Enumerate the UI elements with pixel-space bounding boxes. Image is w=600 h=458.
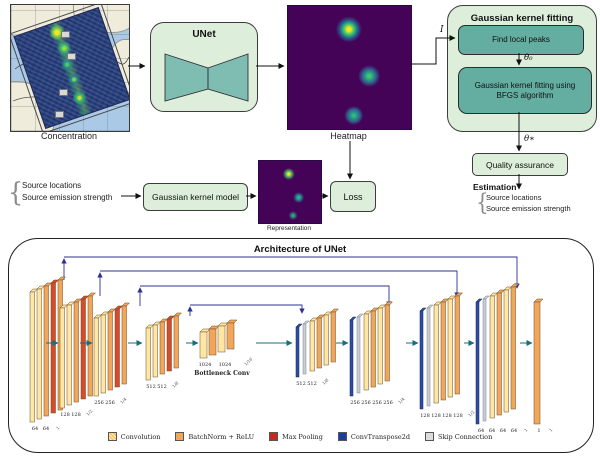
input-symbol: I <box>440 25 444 35</box>
inputs-brace: { <box>8 176 24 208</box>
architecture-title: Architecture of UNet <box>253 244 347 255</box>
legend-label: Skip Connection <box>438 432 493 441</box>
map-marker-tag <box>55 111 64 118</box>
gaussian-kernel-model-box: Gaussian kernel model <box>143 183 248 211</box>
legend-swatch-icon <box>175 432 185 441</box>
legend-label: Max Pooling <box>282 432 323 441</box>
legend-swatch-icon <box>425 432 435 441</box>
theta-star-symbol: θ∗ <box>524 134 535 144</box>
legend-item: Max Pooling <box>269 432 323 441</box>
legend-item: BatchNorm + ReLU <box>175 432 254 441</box>
map-marker-tag <box>67 53 76 60</box>
legend-label: BatchNorm + ReLU <box>188 432 255 441</box>
legend-item: Convolution <box>107 432 161 441</box>
map-marker-tag <box>59 89 68 96</box>
legend-label: ConvTranspose2d <box>350 432 411 441</box>
loss-label: Loss <box>343 191 363 202</box>
bfgs-fitting-step: Gaussian kernel fitting using BFGS algori… <box>458 67 592 114</box>
map-marker-tag <box>61 31 70 38</box>
architecture-legend: Convolution BatchNorm + ReLU Max Pooling Co… <box>8 432 592 441</box>
legend-swatch-icon <box>269 432 279 441</box>
legend-item: Skip Connection <box>425 432 492 441</box>
representation-label: Representation <box>266 225 312 232</box>
input-item-locations: Source locations <box>22 181 82 190</box>
heatmap-label: Heatmap <box>330 131 367 141</box>
loss-box: Loss <box>330 181 376 212</box>
input-item-strength: Source emission strength <box>22 193 113 202</box>
estimation-item-locations: Source locations <box>486 193 542 202</box>
theta0-symbol: θ₀ <box>524 53 533 63</box>
unet-label: UNet <box>192 29 216 40</box>
gaussian-kernel-model-label: Gaussian kernel model <box>152 192 239 202</box>
quality-assurance-box: Quality assurance <box>472 153 568 176</box>
unet-bowtie-icon <box>164 53 249 102</box>
estimation-item-strength: Source emission strength <box>486 204 571 213</box>
concentration-label: Concentration <box>40 131 98 141</box>
legend-item: ConvTranspose2d <box>337 432 411 441</box>
unet-architecture-panel <box>8 238 594 453</box>
find-local-peaks-label: Find local peaks <box>492 35 550 44</box>
gkf-panel-title: Gaussian kernel fitting <box>470 13 574 24</box>
representation-image <box>258 160 322 224</box>
legend-swatch-icon <box>337 432 347 441</box>
estimation-brace: { <box>476 188 489 216</box>
legend-label: Convolution <box>120 432 161 441</box>
unet-block: UNet <box>150 22 258 112</box>
find-local-peaks-step: Find local peaks <box>458 25 584 55</box>
bfgs-fitting-label: Gaussian kernel fitting using BFGS algori… <box>474 80 576 100</box>
quality-assurance-label: Quality assurance <box>485 159 555 170</box>
legend-swatch-icon <box>107 432 117 441</box>
estimation-title: Estimation <box>473 182 517 192</box>
concentration-map <box>10 4 130 132</box>
heatmap-image <box>287 5 412 130</box>
